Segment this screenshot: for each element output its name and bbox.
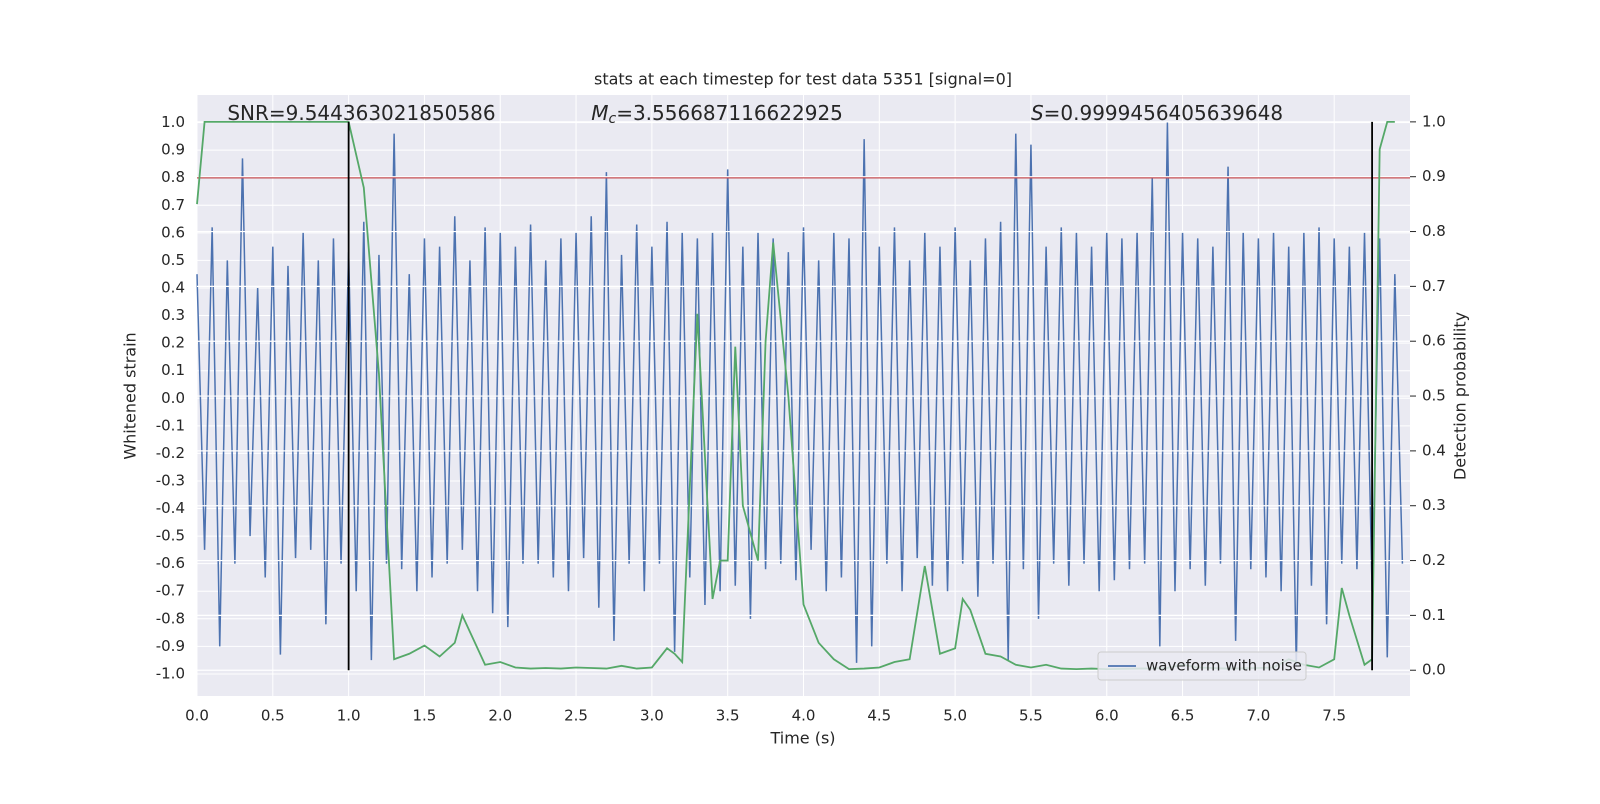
x-tick-label: 2.5	[564, 707, 588, 725]
series-line	[196, 122, 1404, 666]
y-tick-label: 0.5	[161, 251, 185, 269]
y-tick-label: 0.9	[161, 141, 185, 159]
y2-tick-label: 1.0	[1422, 112, 1446, 130]
y-tick-label: 0.4	[161, 278, 185, 296]
x-tick-label: 6.0	[1095, 707, 1119, 725]
y-tick-label: -0.1	[156, 416, 185, 434]
annotation-symbol: S	[1031, 101, 1044, 125]
x-axis-label: Time (s)	[769, 729, 835, 748]
y-tick-label: 0.1	[161, 361, 185, 379]
x-tick-label: 1.5	[413, 707, 437, 725]
annotation-text: SNR=9.544363021850586	[227, 101, 495, 125]
y2-tick-label: 0.9	[1422, 167, 1446, 185]
y2-tick-label: 0.1	[1422, 606, 1446, 624]
x-tick-label: 3.0	[640, 707, 664, 725]
y-tick-label: 0.2	[161, 334, 185, 352]
y2-tick-label: 0.6	[1422, 332, 1446, 350]
y2-axis-label: Detection probability	[1451, 312, 1470, 480]
y-tick-label: -0.2	[156, 444, 185, 462]
annotation-subscript: c	[608, 111, 616, 127]
y-tick-label: -0.6	[156, 554, 185, 572]
annotation: SNR=9.544363021850586	[227, 101, 495, 125]
y2-tick-label: 0.3	[1422, 496, 1446, 514]
chart-title: stats at each timestep for test data 535…	[594, 70, 1012, 89]
x-tick-label: 7.0	[1246, 707, 1270, 725]
legend-label: waveform with noise	[1146, 657, 1302, 675]
y-tick-label: -0.7	[156, 582, 185, 600]
y-tick-label: -0.3	[156, 471, 185, 489]
y2-tick-label: 0.4	[1422, 441, 1446, 459]
y-tick-label: 0.0	[161, 389, 185, 407]
y2-tick-label: 0.5	[1422, 387, 1446, 405]
x-tick-label: 0.5	[261, 707, 285, 725]
annotation-symbol: M	[591, 101, 608, 125]
x-tick-label: 5.5	[1019, 707, 1043, 725]
y2-tick-label: 0.2	[1422, 551, 1446, 569]
legend-box	[1097, 651, 1307, 681]
y-tick-label: -0.9	[156, 637, 185, 655]
x-tick-label: 4.5	[867, 707, 891, 725]
annotation: Mc=3.556687116622925	[591, 101, 843, 128]
y-tick-label: 0.8	[161, 168, 185, 186]
y2-tick-label: 0.8	[1422, 222, 1446, 240]
y-tick-label: -0.5	[156, 527, 185, 545]
y-tick-label: -0.4	[156, 499, 185, 517]
y-tick-label: 1.0	[161, 113, 185, 131]
y-tick-label: 0.3	[161, 306, 185, 324]
annotation: S=0.9999456405639648	[1031, 101, 1283, 125]
x-tick-label: 4.0	[792, 707, 816, 725]
x-tick-label: 3.5	[716, 707, 740, 725]
annotation-text: =0.9999456405639648	[1044, 101, 1283, 125]
x-tick-label: 0.0	[185, 707, 209, 725]
x-tick-label: 2.0	[488, 707, 512, 725]
x-tick-label: 7.5	[1322, 707, 1346, 725]
y-axis-label: Whitened strain	[121, 332, 140, 459]
annotation-text: =3.556687116622925	[616, 101, 843, 125]
x-tick-label: 5.0	[943, 707, 967, 725]
y2-tick-label: 0.0	[1422, 661, 1446, 679]
x-tick-label: 1.0	[337, 707, 361, 725]
x-tick-label: 6.5	[1171, 707, 1195, 725]
y-tick-label: -0.8	[156, 609, 185, 627]
y-tick-label: 0.7	[161, 196, 185, 214]
y-tick-label: 0.6	[161, 223, 185, 241]
y-tick-label: -1.0	[156, 664, 185, 682]
y2-tick-label: 0.7	[1422, 277, 1446, 295]
